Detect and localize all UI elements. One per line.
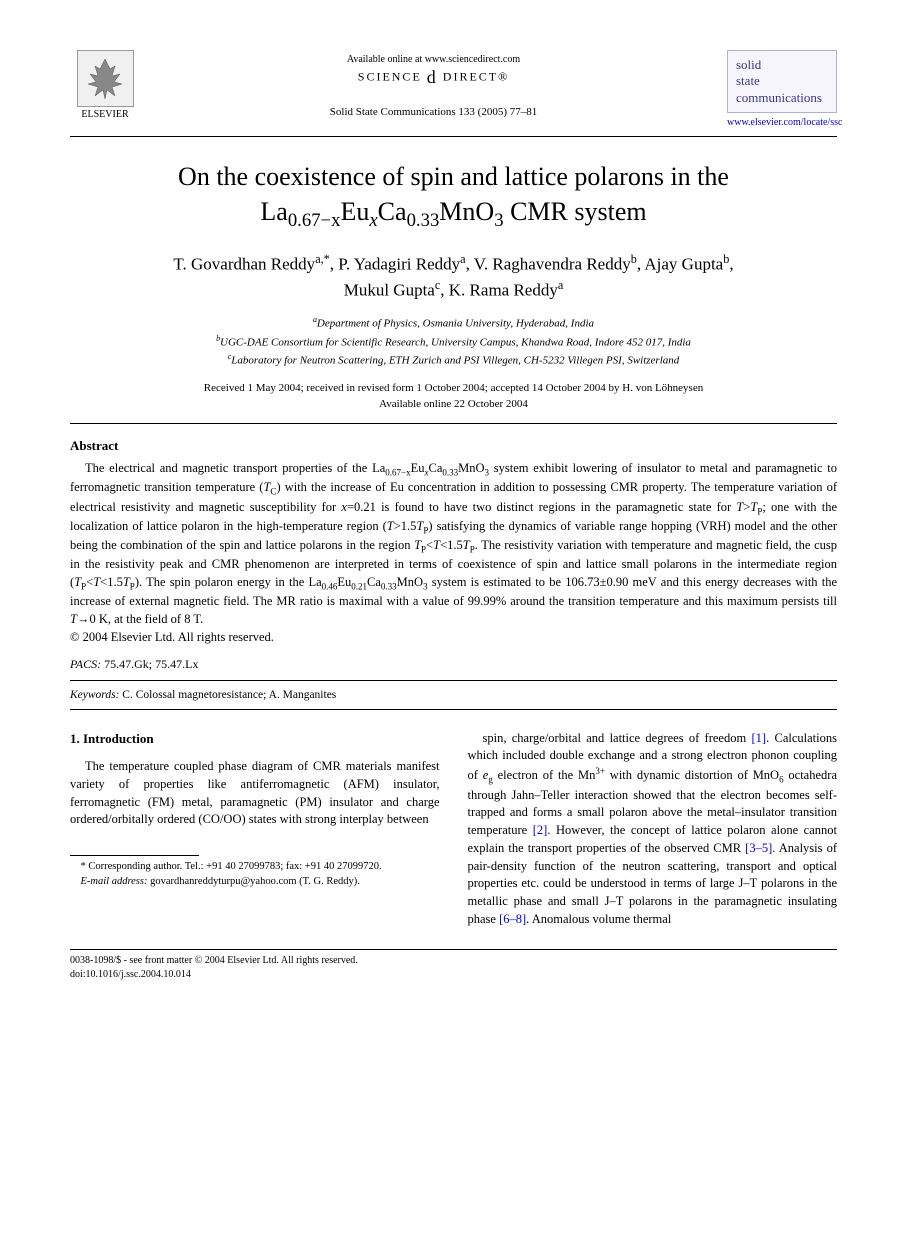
footnote-rule [70,855,199,856]
email-line: E-mail address: govardhanreddyturpu@yaho… [70,875,440,890]
elsevier-logo: ELSEVIER [70,50,140,120]
abstract-body: The electrical and magnetic transport pr… [70,460,837,647]
page-header: ELSEVIER Available online at www.science… [70,50,837,128]
ref-6-8[interactable]: [6–8] [499,912,526,926]
column-left: 1. Introduction The temperature coupled … [70,730,440,929]
pacs-rule [70,680,837,681]
footnotes: * Corresponding author. Tel.: +91 40 270… [70,860,440,889]
available-online-text: Available online at www.sciencedirect.co… [140,54,727,65]
article-dates: Received 1 May 2004; received in revised… [70,380,837,413]
sd-d-icon: d [427,67,438,87]
center-header: Available online at www.sciencedirect.co… [140,50,727,118]
abstract-heading: Abstract [70,438,837,454]
elsevier-tree-icon [77,50,134,107]
journal-link[interactable]: www.elsevier.com/locate/ssc [727,117,837,128]
intro-para-left: The temperature coupled phase diagram of… [70,758,440,829]
copyright-footer: 0038-1098/$ - see front matter © 2004 El… [70,954,837,982]
ref-1[interactable]: [1] [752,731,767,745]
ref-3-5[interactable]: [3–5] [745,841,772,855]
authors: T. Govardhan Reddya,*, P. Yadagiri Reddy… [90,251,817,302]
header-rule [70,136,837,137]
keywords-rule [70,709,837,710]
keywords-line: Keywords: C. Colossal magnetoresistance;… [70,689,837,701]
intro-para-right: spin, charge/orbital and lattice degrees… [468,730,838,929]
journal-reference: Solid State Communications 133 (2005) 77… [140,106,727,118]
journal-badge-box: solid state communications [727,50,837,113]
journal-badge: solid state communications www.elsevier.… [727,50,837,128]
ref-2[interactable]: [2] [533,823,548,837]
article-title: On the coexistence of spin and lattice p… [100,159,807,234]
abstract-top-rule [70,423,837,424]
bottom-rule [70,949,837,950]
pacs-line: PACS: 75.47.Gk; 75.47.Lx [70,657,837,672]
column-right: spin, charge/orbital and lattice degrees… [468,730,838,929]
sciencedirect-logo: SCIENCE d DIRECT® [140,67,727,88]
corresponding-author: * Corresponding author. Tel.: +91 40 270… [70,860,440,875]
abstract-copyright: © 2004 Elsevier Ltd. All rights reserved… [70,629,274,647]
body-columns: 1. Introduction The temperature coupled … [70,730,837,929]
elsevier-label: ELSEVIER [70,109,140,120]
intro-heading: 1. Introduction [70,730,440,748]
affiliations: aDepartment of Physics, Osmania Universi… [70,314,837,370]
